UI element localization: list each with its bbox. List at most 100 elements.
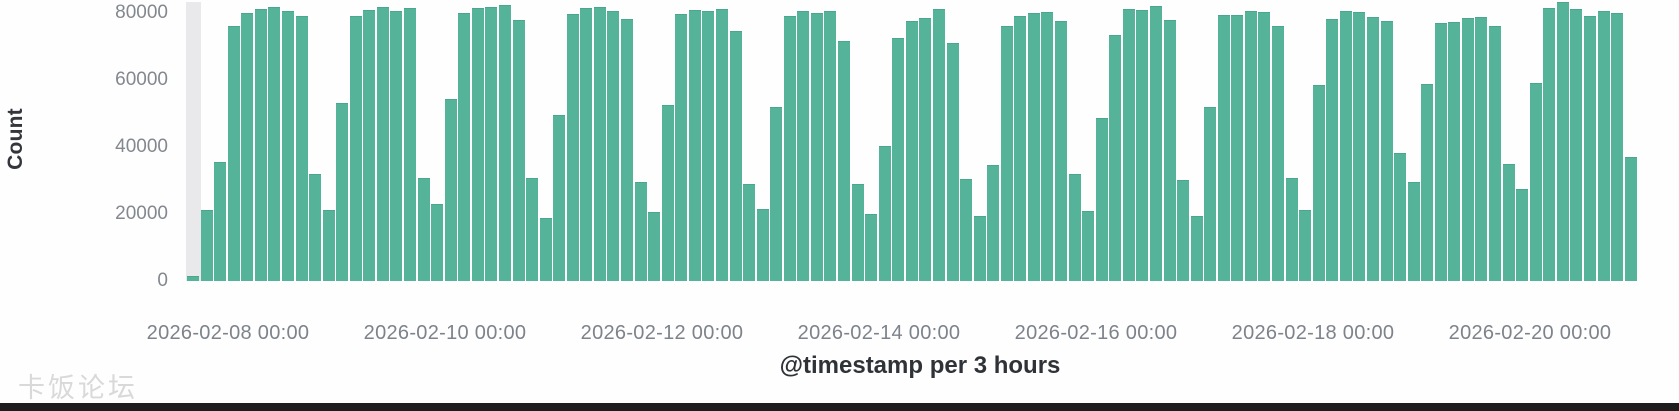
histogram-bar[interactable] <box>1583 16 1596 281</box>
histogram-bar[interactable] <box>1434 23 1447 281</box>
histogram-bar[interactable] <box>1122 9 1135 281</box>
histogram-bar[interactable] <box>1394 153 1407 281</box>
histogram-bar[interactable] <box>1421 84 1434 281</box>
histogram-bar[interactable] <box>1285 178 1298 281</box>
histogram-bar[interactable] <box>973 216 986 281</box>
histogram-bar[interactable] <box>404 8 416 281</box>
histogram-bar[interactable] <box>783 16 796 281</box>
histogram-bar[interactable] <box>1231 15 1244 281</box>
histogram-bar[interactable] <box>1353 12 1366 281</box>
histogram-bar[interactable] <box>417 178 430 281</box>
histogram-bar[interactable] <box>919 18 932 281</box>
histogram-bar[interactable] <box>376 7 389 281</box>
histogram-bar[interactable] <box>824 11 837 281</box>
histogram-bar[interactable] <box>1407 182 1420 281</box>
histogram-bar[interactable] <box>1217 15 1230 281</box>
histogram-bar[interactable] <box>1529 83 1542 281</box>
histogram-bar[interactable] <box>648 212 661 281</box>
histogram-bar[interactable] <box>458 13 471 281</box>
histogram-bar[interactable] <box>281 11 294 281</box>
histogram-bar[interactable] <box>756 209 769 281</box>
histogram-bar[interactable] <box>1502 164 1515 281</box>
plot-area[interactable] <box>186 0 1647 281</box>
histogram-bar[interactable] <box>1597 11 1610 281</box>
histogram-bar[interactable] <box>851 184 864 281</box>
histogram-bar[interactable] <box>892 38 905 281</box>
histogram-bar[interactable] <box>1339 11 1352 281</box>
histogram-bar[interactable] <box>1312 85 1325 281</box>
histogram-bar[interactable] <box>1516 189 1529 281</box>
histogram-bar[interactable] <box>526 178 539 281</box>
histogram-bar[interactable] <box>1475 17 1488 281</box>
histogram-bar[interactable] <box>1272 26 1284 281</box>
histogram-bar[interactable] <box>349 16 362 281</box>
histogram-bar[interactable] <box>987 165 1000 281</box>
histogram-bar[interactable] <box>1014 16 1027 281</box>
histogram-bar[interactable] <box>485 7 498 281</box>
histogram-bar[interactable] <box>593 7 606 281</box>
histogram-bar[interactable] <box>322 210 335 281</box>
histogram-bar[interactable] <box>1611 13 1624 281</box>
histogram-bar[interactable] <box>743 184 756 281</box>
histogram-bar[interactable] <box>444 99 457 281</box>
histogram-bar[interactable] <box>1489 26 1501 281</box>
histogram-bar[interactable] <box>1461 18 1474 281</box>
histogram-bar[interactable] <box>675 14 688 281</box>
histogram-bar[interactable] <box>607 11 620 281</box>
histogram-bar[interactable] <box>431 204 444 281</box>
histogram-bar[interactable] <box>309 174 322 281</box>
histogram-bar[interactable] <box>1000 26 1013 281</box>
histogram-bar[interactable] <box>1299 210 1312 281</box>
histogram-bar[interactable] <box>1163 20 1176 281</box>
histogram-bar[interactable] <box>1068 174 1081 281</box>
histogram-bar[interactable] <box>946 43 959 281</box>
histogram-bar[interactable] <box>661 105 674 281</box>
histogram-bar[interactable] <box>688 10 701 281</box>
histogram-bar[interactable] <box>336 103 349 281</box>
histogram-bar[interactable] <box>634 182 647 281</box>
histogram-bar[interactable] <box>566 14 579 281</box>
histogram-bar[interactable] <box>1190 216 1203 281</box>
histogram-bar[interactable] <box>1109 35 1122 281</box>
histogram-bar[interactable] <box>200 210 213 281</box>
histogram-bar[interactable] <box>1556 2 1569 281</box>
histogram-bar[interactable] <box>268 7 281 281</box>
histogram-bar[interactable] <box>865 214 878 281</box>
histogram-bar[interactable] <box>390 11 403 281</box>
histogram-bar[interactable] <box>1204 107 1217 281</box>
histogram-bar[interactable] <box>878 146 891 281</box>
histogram-bar[interactable] <box>1027 13 1040 281</box>
histogram-bar[interactable] <box>1326 19 1339 281</box>
histogram-bar[interactable] <box>1149 6 1162 281</box>
histogram-bar[interactable] <box>471 8 484 281</box>
histogram-bar[interactable] <box>254 9 267 281</box>
histogram-bar[interactable] <box>932 9 945 281</box>
histogram-bar[interactable] <box>838 41 850 281</box>
histogram-bar[interactable] <box>960 179 973 281</box>
histogram-bar[interactable] <box>539 218 552 281</box>
histogram-bar[interactable] <box>1136 10 1149 281</box>
histogram-bar[interactable] <box>241 13 254 281</box>
histogram-bar[interactable] <box>729 31 742 281</box>
histogram-bar[interactable] <box>797 11 810 281</box>
histogram-bar[interactable] <box>905 21 918 281</box>
histogram-bar[interactable] <box>580 8 593 281</box>
histogram-bar[interactable] <box>1380 21 1393 281</box>
histogram-bar[interactable] <box>1258 12 1271 281</box>
histogram-bar[interactable] <box>1624 157 1637 281</box>
histogram-bar[interactable] <box>1055 21 1067 281</box>
histogram-bar[interactable] <box>498 5 511 281</box>
histogram-bar[interactable] <box>715 9 728 281</box>
histogram-bar[interactable] <box>810 13 823 281</box>
histogram-bar[interactable] <box>227 26 240 281</box>
histogram-bar[interactable] <box>512 20 525 281</box>
histogram-bar[interactable] <box>214 162 227 281</box>
histogram-bar[interactable] <box>1543 8 1556 281</box>
histogram-bar[interactable] <box>1177 180 1190 281</box>
histogram-bar[interactable] <box>187 276 199 281</box>
histogram-bar[interactable] <box>1570 9 1583 281</box>
histogram-bar[interactable] <box>702 11 715 281</box>
histogram-bar[interactable] <box>1448 22 1461 281</box>
histogram-bar[interactable] <box>553 115 566 281</box>
histogram-bar[interactable] <box>1244 11 1257 281</box>
